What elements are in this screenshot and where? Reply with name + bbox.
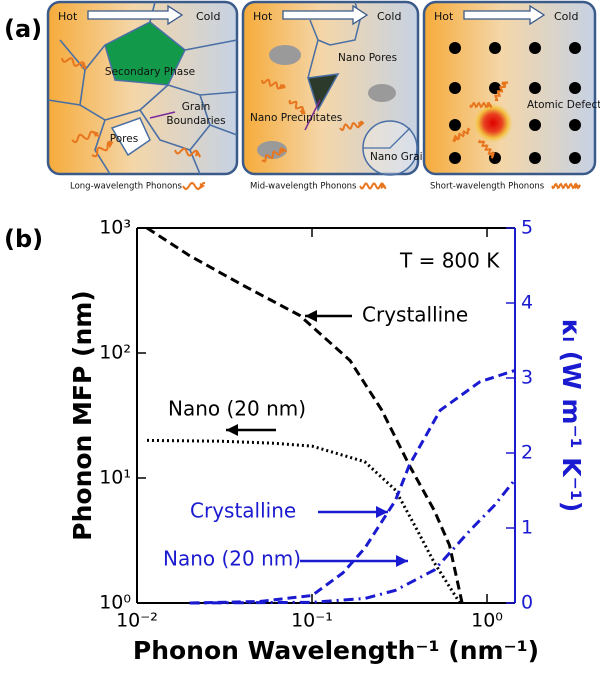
x-tick-label: 10⁰ — [471, 610, 503, 632]
phonon-arrowhead — [452, 134, 459, 141]
caption: Long-wavelength Phonons — [70, 182, 183, 192]
phonon-wave — [174, 147, 202, 158]
hot-label: Hot — [434, 10, 454, 23]
x-tick-label: 10⁻² — [116, 610, 158, 632]
hot-label: Hot — [253, 10, 273, 23]
annotation: T = 800 K — [399, 249, 500, 273]
y2-tick-label: 2 — [521, 442, 533, 464]
series-label: Crystalline — [190, 499, 296, 523]
phonon-arrowhead — [500, 80, 507, 87]
phonon-arrowhead — [80, 62, 87, 69]
phonon-arrowhead — [199, 182, 205, 190]
y2-tick-label: 3 — [521, 367, 533, 389]
caption: Short-wavelength Phonons — [430, 182, 545, 192]
hot-label: Hot — [58, 10, 78, 23]
phonon-arrowhead — [358, 121, 364, 128]
pointer-head — [376, 506, 388, 518]
label: Nano Grains — [370, 151, 435, 163]
y-axis-title: Phonon MFP (nm) — [68, 290, 97, 540]
phonon-arrowhead — [106, 142, 113, 149]
phonon-arrowhead — [380, 182, 386, 190]
y-tick-label: 10¹ — [99, 467, 131, 489]
phonon-arrowhead — [195, 150, 201, 157]
cold-label: Cold — [196, 10, 220, 23]
cold-label: Cold — [377, 10, 401, 23]
schematic-box: Nano Pores Nano Precipitates Nano Grains… — [241, 0, 435, 176]
data-line — [146, 438, 462, 604]
phonon-arrowhead — [299, 107, 306, 113]
data-line — [189, 479, 516, 605]
y-tick-label: 10² — [99, 342, 131, 364]
label: Grain — [182, 101, 210, 113]
cold-label: Cold — [554, 10, 578, 23]
label: Nano Pores — [338, 52, 397, 64]
label: Nano Precipitates — [250, 112, 342, 124]
schematic-box: Secondary Phase Grain Boundaries Pores H… — [46, 0, 239, 176]
panel-label: (a) — [4, 15, 42, 43]
y2-tick-label: 1 — [521, 517, 533, 539]
y2-tick-label: 4 — [521, 292, 533, 314]
label: Secondary Phase — [105, 66, 195, 78]
phonon-arrowhead — [278, 83, 285, 90]
label: Atomic Defect — [527, 99, 600, 111]
y-tick-label: 10³ — [99, 217, 131, 239]
y-tick-label: 10⁰ — [99, 592, 131, 614]
data-line — [146, 226, 464, 604]
x-axis-title: Phonon Wavelength⁻¹ (nm⁻¹) — [133, 636, 539, 665]
phonon-arrowhead — [574, 182, 580, 190]
phonon-arrowhead — [486, 101, 492, 109]
phonon-arrowhead — [488, 150, 495, 157]
pointer-head — [396, 555, 408, 567]
y2-axis-title: κₗ (W m⁻¹ K⁻¹) — [557, 319, 586, 513]
label: Boundaries — [166, 115, 225, 127]
plot: 10⁻² 10⁻¹ 10⁰ 10⁰ 10¹ 10² 10³ 0 1 2 3 4 5 Phonon Wave… — [68, 217, 586, 666]
series-label: Nano (20 nm) — [163, 547, 301, 571]
pointer-head — [226, 424, 238, 436]
phonon-wave — [61, 57, 87, 70]
y2-tick-label: 5 — [521, 217, 533, 239]
series-label: Crystalline — [362, 303, 468, 327]
y2-tick-label: 0 — [521, 592, 533, 614]
phonon-arrowhead — [279, 148, 286, 154]
panel-label: (b) — [4, 225, 43, 253]
x-tick-label: 10⁻¹ — [291, 610, 333, 632]
phonon-arrowhead — [93, 131, 100, 138]
caption: Mid-wavelength Phonons — [250, 182, 357, 192]
pointer-head — [305, 310, 317, 322]
series-label: Nano (20 nm) — [168, 397, 306, 421]
phonon-wave — [91, 140, 114, 158]
label: Pores — [110, 133, 138, 145]
schematic-box: Atomic Defect Hot Cold — [422, 0, 600, 176]
